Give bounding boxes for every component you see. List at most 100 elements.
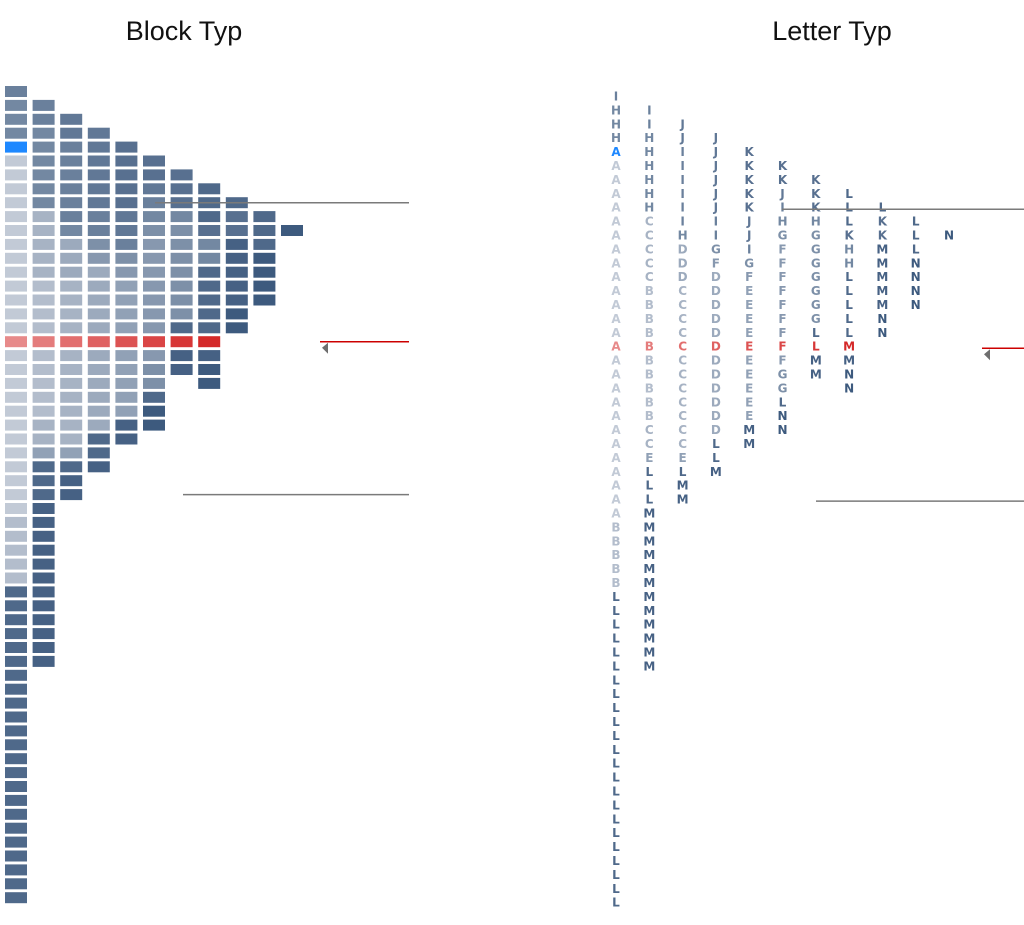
letter-tpo-F-c5-r12: F	[778, 256, 786, 270]
letter-tpo-I-c3-r9: I	[714, 215, 718, 229]
letter-tpo-E-c4-r19: E	[745, 354, 753, 368]
block-tpo-E-c4-r20	[115, 364, 138, 375]
block-tpo-C-c1-r25	[32, 433, 55, 445]
block-tpo-H-c1-r5	[32, 155, 55, 167]
letter-tpo-L-c7-r9: L	[845, 215, 853, 229]
block-tpo-N-c5-r24	[143, 419, 165, 431]
letter-tpo-L-c0-r49: L	[612, 771, 620, 785]
block-tpo-B-c0-r35	[5, 572, 27, 584]
block-tpo-L-c9-r10	[253, 225, 276, 236]
block-tpo-L-c0-r51	[5, 794, 27, 806]
letter-tpo-B-c1-r18: B	[645, 340, 654, 354]
block-tpo-K-c8-r10	[225, 225, 248, 236]
letter-tpo-M-c1-r39: M	[643, 632, 655, 646]
letter-tpo-L-c0-r51: L	[612, 798, 620, 812]
letter-tpo-E-c4-r14: E	[745, 284, 753, 298]
letter-tpo-G-c5-r20: G	[778, 368, 788, 382]
letter-tpo-C-c2-r15: C	[678, 298, 687, 312]
block-tpo-L-c0-r45	[5, 711, 27, 723]
letter-tpo-I-c2-r9: I	[680, 215, 684, 229]
letter-tpo-B-c1-r23: B	[645, 409, 654, 423]
block-tpo-L-c0-r48	[5, 753, 27, 765]
block-tpo-L-c0-r44	[5, 697, 27, 709]
letter-tpo-C-c1-r25: C	[645, 437, 654, 451]
letter-tpo-M-c1-r30: M	[643, 507, 655, 521]
block-tpo-M-c1-r32	[32, 530, 55, 542]
block-tpo-A-c0-r28	[5, 475, 27, 487]
block-tpo-D-c3-r13	[87, 266, 110, 278]
block-tpo-H-c2-r10	[60, 225, 83, 236]
block-tpo-N-c9-r13	[253, 266, 276, 278]
letter-tpo-B-c1-r19: B	[645, 354, 654, 368]
letter-tpo-H-c1-r4: H	[644, 145, 654, 159]
block-tpo-C-c2-r22	[60, 391, 83, 403]
block-tpo-L-c0-r57	[5, 878, 27, 890]
block-tpo-A-c0-r17	[5, 322, 27, 334]
block-tpo-L-c0-r43	[5, 683, 27, 695]
block-tpo-M-c8-r15	[225, 294, 248, 306]
letter-tpo-E-c4-r16: E	[745, 312, 753, 326]
block-tpo-K-c4-r6	[115, 169, 138, 181]
block-tpo-F-c5-r16	[143, 308, 165, 320]
block-tpo-I-c3-r10	[87, 225, 110, 236]
block-tpo-F-c5-r13	[143, 266, 165, 278]
letter-tpo-B-c1-r15: B	[645, 298, 654, 312]
block-tpo-B-c1-r19	[32, 350, 55, 362]
block-tpo-A-c0-r5	[5, 155, 27, 167]
letter-tpo-K-c8-r9: K	[878, 215, 888, 229]
block-tpo-A-c0-r16	[5, 308, 27, 320]
block-tpo-A-c0-r21	[5, 377, 27, 389]
letter-tpo-E-c4-r17: E	[745, 326, 753, 340]
letter-tpo-B-c0-r32: B	[611, 534, 620, 548]
block-tpo-L-c7-r7	[198, 183, 221, 195]
letter-tpo-A-c0-r24: A	[611, 423, 621, 437]
block-tpo-M-c7-r19	[198, 350, 221, 362]
block-tpo-I-c1-r2	[32, 113, 55, 125]
letter-tpo-E-c4-r18: E	[745, 340, 753, 354]
block-tpo-L-c7-r16	[198, 308, 221, 320]
block-tpo-J-c3-r8	[87, 197, 110, 209]
block-tpo-L-c0-r56	[5, 864, 27, 876]
letter-tpo-M-c7-r19: M	[843, 354, 855, 368]
letter-tpo-B-c0-r34: B	[611, 562, 620, 576]
block-tpo-M-c3-r27	[87, 461, 110, 473]
block-tpo-M-c8-r14	[225, 280, 248, 292]
letter-tpo-N-c8-r17: N	[877, 326, 887, 340]
block-tpo-B-c1-r21	[32, 377, 55, 389]
letter-tpo-J-c2-r2: J	[679, 117, 684, 131]
letter-tpo-A-c0-r21: A	[611, 381, 621, 395]
block-tpo-A-c0-r14	[5, 280, 27, 292]
letter-tpo-G-c3-r11: G	[711, 242, 721, 256]
letter-tpo-L-c1-r28: L	[645, 479, 653, 493]
letter-tpo-F-c5-r15: F	[778, 298, 786, 312]
letter-tpo-H-c0-r2: H	[611, 117, 621, 131]
letter-tpo-H-c6-r9: H	[811, 215, 821, 229]
block-tpo-H-c0-r3	[5, 127, 27, 139]
letter-tpo-L-c7-r15: L	[845, 298, 853, 312]
letter-tpo-A-c0-r25: A	[611, 437, 621, 451]
letter-tpo-L-c0-r47: L	[612, 743, 620, 757]
letter-tpo-M-c1-r32: M	[643, 534, 655, 548]
letter-tpo-C-c2-r23: C	[678, 409, 687, 423]
block-tpo-C-c2-r25	[60, 433, 83, 445]
block-tpo-J-c4-r10	[115, 225, 138, 236]
block-tpo-N-c7-r20	[198, 364, 221, 375]
block-tpo-H-c1-r8	[32, 197, 55, 209]
letter-tpo-D-c3-r13: D	[711, 270, 721, 284]
letter-tpo-B-c0-r35: B	[611, 576, 620, 590]
block-tpo-F-c4-r13	[115, 266, 138, 278]
block-tpo-L-c0-r55	[5, 850, 27, 862]
block-tpo-A-c0-r12	[5, 252, 27, 264]
block-tpo-L-c3-r25	[87, 433, 110, 445]
block-tpo-G-c6-r14	[170, 280, 193, 292]
block-tpo-G-c6-r13	[170, 266, 193, 278]
letter-tpo-L-c7-r16: L	[845, 312, 853, 326]
letter-tpo-N-c8-r16: N	[877, 312, 887, 326]
letter-tpo-L-c0-r57: L	[612, 882, 620, 896]
letter-tpo-M-c4-r25: M	[743, 437, 755, 451]
letter-tpo-D-c3-r20: D	[711, 368, 721, 382]
letter-tpo-A-c0-r22: A	[611, 395, 621, 409]
letter-tpo-L-c5-r22: L	[779, 395, 787, 409]
letter-tpo-E-c4-r23: E	[745, 409, 753, 423]
block-tpo-J-c3-r5	[87, 155, 110, 167]
